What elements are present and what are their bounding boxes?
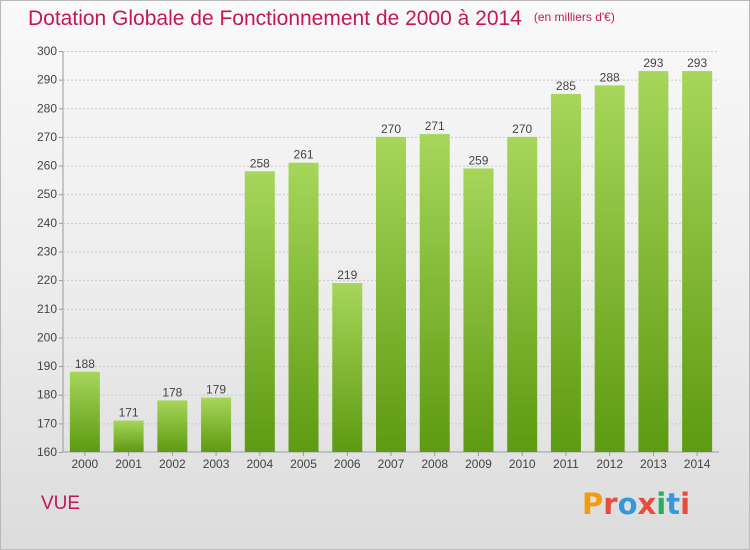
y-tick-label: 230 xyxy=(37,245,57,259)
data-labels: 188 171 178 179 258 261 219 270 271 259 270 285 288 2… xyxy=(75,56,708,419)
data-label-2000: 188 xyxy=(75,357,95,371)
y-tick-label: 160 xyxy=(37,445,57,459)
bar-2009 xyxy=(463,168,494,452)
bar-2010 xyxy=(507,136,538,452)
bar-2000 xyxy=(69,371,100,452)
bar-2004 xyxy=(244,171,275,453)
x-tick-label-2001: 2001 xyxy=(115,457,142,471)
x-tick-label-2004: 2004 xyxy=(246,457,273,471)
chart-title: Dotation Globale de Fonctionnement de 20… xyxy=(28,7,522,30)
bar-2003 xyxy=(201,397,232,452)
x-tick-label-2007: 2007 xyxy=(378,457,405,471)
logo-letter: i xyxy=(680,487,691,521)
x-tick-label-2005: 2005 xyxy=(290,457,317,471)
y-tick-label: 200 xyxy=(37,330,57,344)
x-tick-label-2008: 2008 xyxy=(421,457,448,471)
y-axis-ticks: 160 170 180 190 200 210 220 230 240 250 260 270 280 2… xyxy=(37,44,63,459)
data-label-2012: 288 xyxy=(600,70,620,84)
x-tick-label-2011: 2011 xyxy=(553,457,579,471)
data-label-2009: 259 xyxy=(468,153,488,167)
data-label-2007: 270 xyxy=(381,122,401,136)
x-tick-label-2009: 2009 xyxy=(465,457,492,471)
bar-2013 xyxy=(638,71,669,453)
data-label-2006: 219 xyxy=(337,268,357,282)
logo-letter: o xyxy=(617,487,638,521)
y-tick-label: 290 xyxy=(37,73,57,87)
chart-title-block: Dotation Globale de Fonctionnement de 20… xyxy=(28,7,615,31)
chart-subtitle: (en milliers d'€) xyxy=(533,10,615,24)
y-tick-label: 170 xyxy=(37,416,57,430)
x-tick-label-2003: 2003 xyxy=(203,457,230,471)
bar-2006 xyxy=(332,283,363,452)
data-label-2014: 293 xyxy=(687,56,707,70)
y-tick-label: 280 xyxy=(37,101,57,115)
bars xyxy=(69,71,713,453)
y-tick-label: 300 xyxy=(37,44,57,58)
commune-name: VUE xyxy=(41,493,81,514)
x-tick-label-2013: 2013 xyxy=(640,457,667,471)
x-tick-label-2006: 2006 xyxy=(334,457,361,471)
y-tick-label: 250 xyxy=(37,187,57,201)
logo-letter: i xyxy=(656,487,667,521)
x-tick-label-2010: 2010 xyxy=(509,457,536,471)
data-label-2003: 179 xyxy=(206,383,226,397)
bar-2001 xyxy=(113,420,144,452)
y-tick-label: 180 xyxy=(37,388,57,402)
logo-letter: P xyxy=(582,487,604,521)
x-tick-label-2014: 2014 xyxy=(684,457,711,471)
x-tick-label-2002: 2002 xyxy=(159,457,186,471)
data-label-2002: 178 xyxy=(162,385,182,399)
proxiti-logo: Proxiti xyxy=(582,487,690,521)
data-label-2001: 171 xyxy=(119,405,139,419)
data-label-2004: 258 xyxy=(250,156,270,170)
bar-2014 xyxy=(682,71,713,453)
logo-letter: r xyxy=(603,487,618,521)
logo-letter: t xyxy=(666,487,681,521)
data-label-2005: 261 xyxy=(294,148,314,162)
data-label-2011: 285 xyxy=(556,79,576,93)
y-tick-label: 240 xyxy=(37,216,57,230)
data-label-2013: 293 xyxy=(643,56,663,70)
bar-2008 xyxy=(419,134,450,453)
y-tick-label: 220 xyxy=(37,273,57,287)
x-tick-label-2012: 2012 xyxy=(596,457,623,471)
logo-letter: x xyxy=(637,487,657,521)
x-tick-label-2000: 2000 xyxy=(72,457,99,471)
data-label-2010: 270 xyxy=(512,122,532,136)
y-tick-label: 210 xyxy=(37,302,57,316)
bar-2005 xyxy=(288,162,319,452)
y-tick-label: 270 xyxy=(37,130,57,144)
bar-2011 xyxy=(550,93,581,452)
y-tick-label: 260 xyxy=(37,159,57,173)
bar-2002 xyxy=(157,400,188,452)
bar-2012 xyxy=(594,85,625,452)
x-axis-ticks: 2000 2001 2002 2003 2004 2005 2006 2007 2008 2009… xyxy=(72,452,711,471)
data-label-2008: 271 xyxy=(425,119,445,133)
y-tick-label: 190 xyxy=(37,359,57,373)
bar-2007 xyxy=(376,136,406,452)
